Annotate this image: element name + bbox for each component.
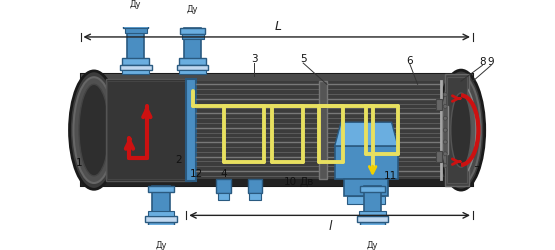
Text: 11: 11 <box>384 171 397 181</box>
Ellipse shape <box>79 84 109 176</box>
Bar <box>445 74 469 186</box>
Text: 6: 6 <box>406 56 413 66</box>
Text: Ду: Ду <box>187 5 198 14</box>
Bar <box>347 196 385 204</box>
Text: Ду: Ду <box>130 0 142 8</box>
Bar <box>127 23 144 74</box>
Bar <box>80 74 473 186</box>
Text: 5: 5 <box>300 54 306 64</box>
Bar <box>153 186 170 227</box>
Text: 4: 4 <box>221 169 228 179</box>
Text: 8: 8 <box>479 57 486 67</box>
Bar <box>436 98 442 110</box>
Circle shape <box>443 164 447 168</box>
Text: 7: 7 <box>473 166 480 176</box>
Bar <box>218 193 229 200</box>
Bar <box>80 177 473 186</box>
Bar <box>123 23 148 28</box>
Bar <box>196 81 441 179</box>
Bar <box>250 193 260 200</box>
Polygon shape <box>335 122 398 146</box>
Text: l: l <box>328 220 332 233</box>
Bar <box>120 64 152 70</box>
Ellipse shape <box>69 71 118 189</box>
Text: 3: 3 <box>251 54 258 64</box>
Ellipse shape <box>73 77 114 183</box>
Polygon shape <box>335 146 398 179</box>
Bar <box>145 216 177 222</box>
Circle shape <box>443 116 447 120</box>
Text: 9: 9 <box>488 57 495 67</box>
Text: Ду: Ду <box>367 242 379 250</box>
Bar <box>123 70 149 74</box>
Bar <box>364 186 381 227</box>
Ellipse shape <box>446 84 476 176</box>
Bar <box>216 179 230 193</box>
Bar <box>359 210 386 216</box>
Bar <box>123 58 149 64</box>
Text: L: L <box>274 20 281 33</box>
Bar <box>436 151 442 162</box>
Text: 10: 10 <box>284 177 297 187</box>
Bar <box>148 210 174 216</box>
Bar <box>181 34 204 38</box>
Bar <box>107 81 189 179</box>
Bar <box>344 179 388 196</box>
Bar <box>357 216 388 222</box>
Text: 12: 12 <box>190 169 203 179</box>
Circle shape <box>443 140 447 144</box>
Bar <box>248 179 262 193</box>
Bar <box>80 74 473 88</box>
Bar <box>360 186 385 192</box>
Bar <box>177 64 209 70</box>
Bar <box>179 70 206 74</box>
Text: Ду: Ду <box>155 242 167 250</box>
Bar <box>447 77 467 183</box>
Bar <box>106 79 191 182</box>
Bar <box>442 106 448 154</box>
Text: 1: 1 <box>75 158 82 168</box>
Circle shape <box>443 128 447 132</box>
Bar <box>186 79 196 182</box>
Ellipse shape <box>441 76 481 184</box>
Bar <box>319 81 327 179</box>
Bar <box>184 28 201 74</box>
Bar <box>179 58 206 64</box>
Text: 2: 2 <box>175 155 181 165</box>
Text: Дв: Дв <box>300 177 314 187</box>
Bar <box>80 114 473 146</box>
Circle shape <box>443 92 447 96</box>
Bar <box>180 28 205 34</box>
Circle shape <box>443 152 447 156</box>
Ellipse shape <box>451 93 471 167</box>
Ellipse shape <box>437 70 485 190</box>
Bar <box>360 222 385 227</box>
Bar <box>148 186 174 192</box>
Circle shape <box>443 104 447 108</box>
Bar <box>125 28 147 33</box>
Bar <box>148 222 174 227</box>
